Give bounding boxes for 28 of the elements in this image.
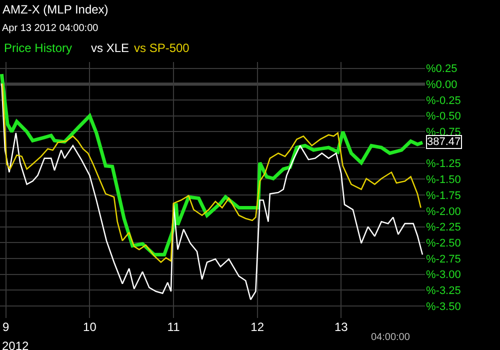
y-tick-label: %-3.00 <box>426 269 461 282</box>
chart-subtitle: Apr 13 2012 04:00:00 <box>2 23 99 34</box>
annotation: 387.47 <box>427 136 461 148</box>
text: 04:00:00 <box>371 332 410 343</box>
y-tick-label: %-3.50 <box>426 300 461 313</box>
chart-title: AMZ-X (MLP Index) <box>2 2 108 17</box>
y-tick-label: %-1.25 <box>426 158 461 170</box>
x-tick-label: 9 <box>2 320 10 334</box>
x-tick-label: 10 <box>83 320 97 334</box>
text: vs XLE <box>91 41 130 55</box>
x-tick-label: 11 <box>167 320 180 334</box>
x-tick-label: 12 <box>250 320 264 334</box>
y-tick-label: %-2.00 <box>426 206 461 218</box>
y-tick-label: %-3.25 <box>426 284 461 297</box>
y-tick-label: %-1.75 <box>426 190 461 202</box>
y-tick-label: %-0.25 <box>426 94 461 107</box>
y-tick-label: %-2.50 <box>426 237 461 250</box>
y-tick-label: %-0.50 <box>426 110 461 123</box>
y-tick-label: %0.25 <box>426 63 458 76</box>
text: vs SP-500 <box>134 41 190 55</box>
series-label: Price History <box>4 41 72 55</box>
y-tick-label: %-2.75 <box>426 253 461 266</box>
y-tick-label: %0.00 <box>426 79 458 92</box>
line-series <box>1 82 424 300</box>
y-tick-label: %-1.50 <box>426 174 461 186</box>
x-tick-label: 13 <box>334 320 348 334</box>
y-tick-label: %-2.25 <box>426 222 461 234</box>
text: 2012 <box>2 339 30 350</box>
